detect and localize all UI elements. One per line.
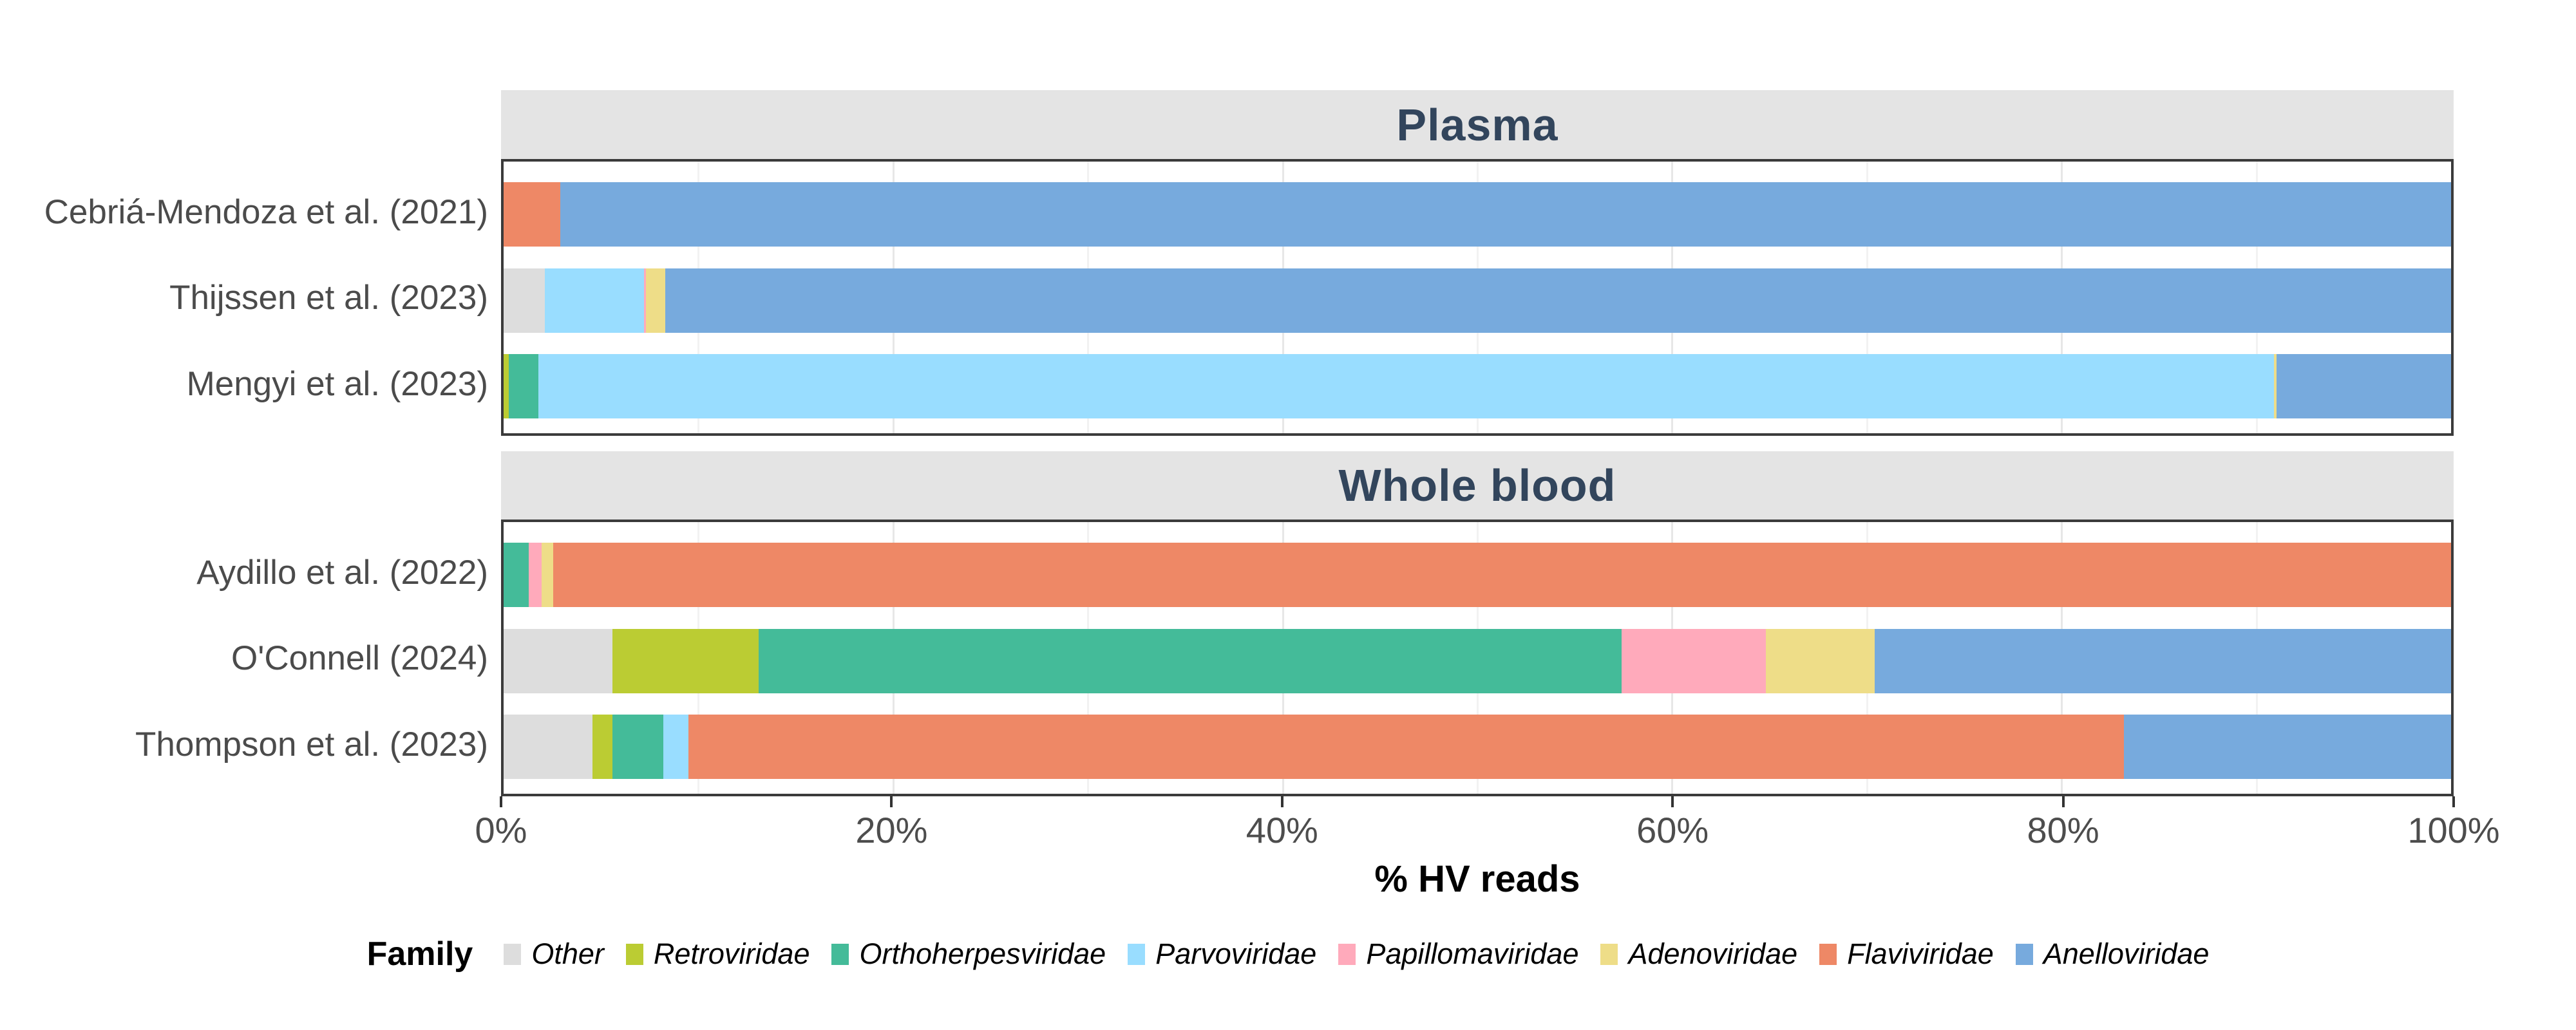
legend-swatch-parvoviridae-icon <box>1128 943 1146 965</box>
legend-label-adenoviridae: Adenoviridae <box>1628 937 1798 970</box>
x-tick-label-80: 80% <box>2027 810 2099 850</box>
row-label-o-connell-2024: O'Connell (2024) <box>231 639 488 677</box>
legend-label-parvoviridae: Parvoviridae <box>1155 937 1317 970</box>
x-tick-80 <box>2061 796 2065 807</box>
bar-segment-orthoherpesviridae <box>612 715 663 779</box>
bar-panel-plasma <box>501 159 2454 436</box>
bar-segment-anelloviridae <box>560 182 2451 247</box>
bar-segment-retroviridae <box>612 628 759 693</box>
bar-segment-retroviridae <box>504 354 509 418</box>
row-label-thompson-et-al-2023: Thompson et al. (2023) <box>135 725 488 763</box>
legend-swatch-flaviviridae-icon <box>1819 943 1837 965</box>
legend-label-other: Other <box>531 937 604 970</box>
bar-segment-parvoviridae <box>663 715 689 779</box>
legend-swatch-other-icon <box>504 943 522 965</box>
row-label-mengyi-et-al-2023: Mengyi et al. (2023) <box>186 364 488 403</box>
legend-label-orthoherpesviridae: Orthoherpesviridae <box>859 937 1106 970</box>
bar-row-aydillo-et-al-2022 <box>504 543 2451 607</box>
legend-item-other: Other <box>504 937 604 971</box>
x-axis-title: % HV reads <box>1374 858 1580 900</box>
x-tick-label-100: 100% <box>2407 810 2500 850</box>
bar-segment-anelloviridae <box>2277 354 2451 418</box>
x-tick-20 <box>890 796 893 807</box>
bar-row-thijssen-et-al-2023 <box>504 268 2451 333</box>
row-label-thijssen-et-al-2023: Thijssen et al. (2023) <box>169 279 488 317</box>
x-tick-label-60: 60% <box>1636 810 1709 850</box>
x-tick-label-40: 40% <box>1245 810 1318 850</box>
x-tick-60 <box>1671 796 1674 807</box>
x-tick-label-20: 20% <box>855 810 928 850</box>
bar-segment-flaviviridae <box>504 182 560 247</box>
bar-segment-papillomaviridae <box>1621 628 1766 693</box>
panel-strip-whole-blood: Whole blood <box>501 451 2454 520</box>
legend-label-anelloviridae: Anelloviridae <box>2043 937 2210 970</box>
legend-item-papillomaviridae: Papillomaviridae <box>1338 937 1578 971</box>
bar-row-mengyi-et-al-2023 <box>504 354 2451 418</box>
legend-item-retroviridae: Retroviridae <box>625 937 810 971</box>
bar-segment-papillomaviridae <box>529 543 542 607</box>
legend-title: Family <box>366 935 473 973</box>
row-label-cebri-mendoza-et-al-2021: Cebriá-Mendoza et al. (2021) <box>44 192 488 231</box>
bar-segment-orthoherpesviridae <box>508 354 539 418</box>
x-tick-40 <box>1280 796 1283 807</box>
bar-segment-adenoviridae <box>541 543 554 607</box>
panel-strip-plasma: Plasma <box>501 90 2454 159</box>
bar-segment-flaviviridae <box>553 543 2451 607</box>
x-tick-100 <box>2452 796 2455 807</box>
bar-segment-anelloviridae <box>665 268 2451 333</box>
bar-segment-parvoviridae <box>538 354 2274 418</box>
legend-item-adenoviridae: Adenoviridae <box>1600 937 1797 971</box>
bar-segment-orthoherpesviridae <box>504 543 529 607</box>
legend-item-parvoviridae: Parvoviridae <box>1128 937 1316 971</box>
bar-row-o-connell-2024 <box>504 628 2451 693</box>
x-tick-0 <box>500 796 502 807</box>
bar-segment-adenoviridae <box>1765 628 1875 693</box>
legend-swatch-adenoviridae-icon <box>1600 943 1618 965</box>
bar-segment-other <box>504 628 613 693</box>
bar-segment-other <box>504 268 545 333</box>
legend-swatch-anelloviridae-icon <box>2015 943 2033 965</box>
legend-label-papillomaviridae: Papillomaviridae <box>1366 937 1579 970</box>
row-label-aydillo-et-al-2022: Aydillo et al. (2022) <box>196 553 488 592</box>
bar-segment-flaviviridae <box>688 715 2124 779</box>
bar-segment-orthoherpesviridae <box>759 628 1622 693</box>
legend-label-flaviviridae: Flaviviridae <box>1847 937 1994 970</box>
bar-row-thompson-et-al-2023 <box>504 715 2451 779</box>
legend-item-flaviviridae: Flaviviridae <box>1819 937 1994 971</box>
bar-segment-anelloviridae <box>2123 715 2451 779</box>
bar-panel-whole-blood <box>501 520 2454 796</box>
bar-segment-anelloviridae <box>1874 628 2451 693</box>
bar-segment-parvoviridae <box>544 268 644 333</box>
bar-segment-adenoviridae <box>2273 354 2277 418</box>
bar-segment-other <box>504 715 592 779</box>
legend-swatch-orthoherpesviridae-icon <box>831 943 849 965</box>
legend-swatch-papillomaviridae-icon <box>1338 943 1356 965</box>
panel-title: Whole blood <box>1338 460 1616 510</box>
legend-label-retroviridae: Retroviridae <box>653 937 810 970</box>
bar-segment-retroviridae <box>592 715 613 779</box>
panel-title: Plasma <box>1396 99 1558 150</box>
legend: Family Other Retroviridae Orthoherpesvirid… <box>0 935 2576 973</box>
x-tick-label-0: 0% <box>475 810 527 850</box>
legend-item-anelloviridae: Anelloviridae <box>2015 937 2210 971</box>
legend-swatch-retroviridae-icon <box>625 943 643 965</box>
legend-item-orthoherpesviridae: Orthoherpesviridae <box>831 937 1106 971</box>
bar-segment-papillomaviridae <box>643 268 646 333</box>
bar-row-cebri-mendoza-et-al-2021 <box>504 182 2451 247</box>
bar-segment-adenoviridae <box>645 268 665 333</box>
